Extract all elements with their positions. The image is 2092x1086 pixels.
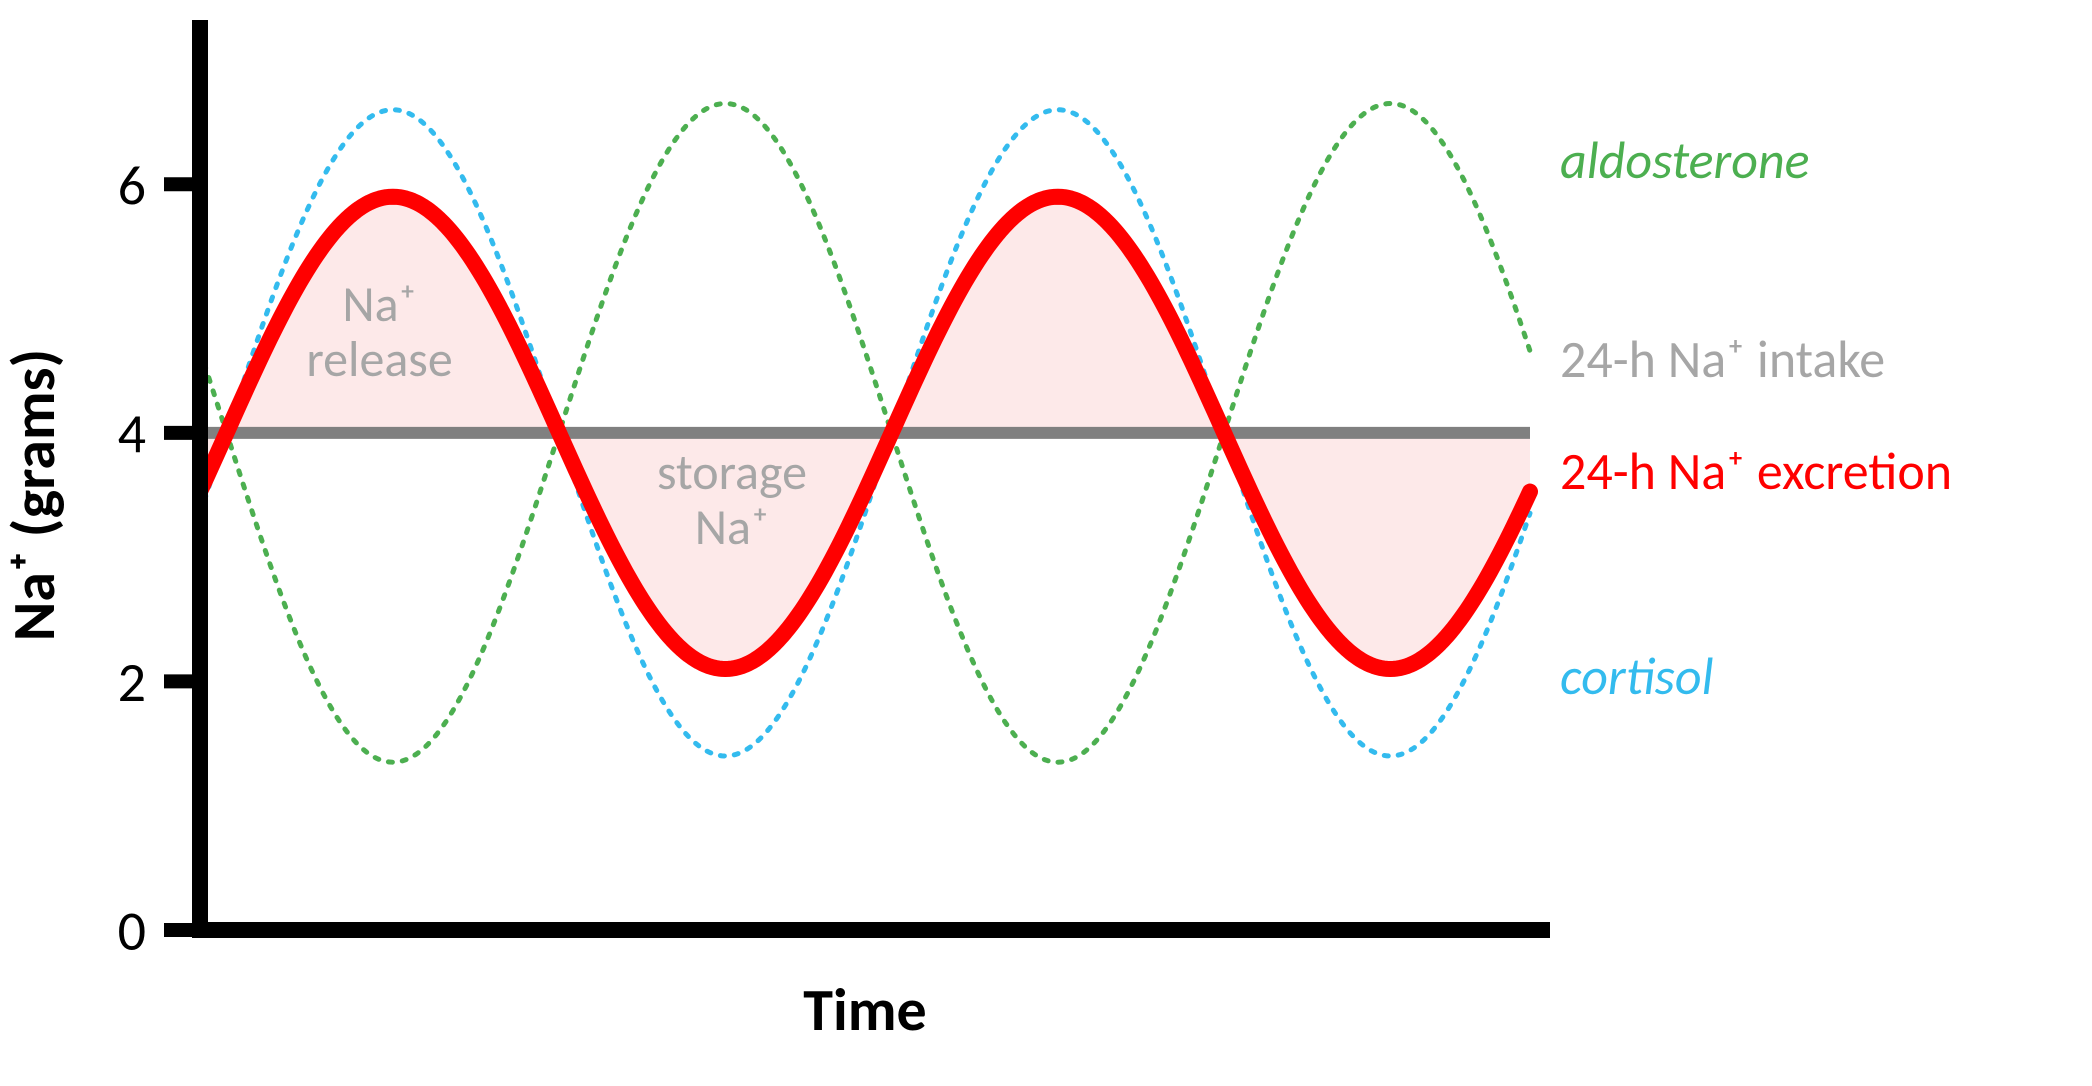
y-axis-tick-labels: 0 2 4 6 xyxy=(118,152,146,966)
legend-aldosterone: aldosterone xyxy=(1560,128,1810,192)
y-tick-label: 4 xyxy=(118,400,146,468)
legend-cortisol: cortisol xyxy=(1560,644,1714,708)
y-tick-label: 2 xyxy=(118,649,146,717)
legend-intake: 24-h Na⁺ intake xyxy=(1560,327,1885,391)
x-axis-label: Time xyxy=(803,974,926,1047)
annotation-storage-line2: Na⁺ xyxy=(695,497,769,558)
y-axis-label: Na⁺ (grams) xyxy=(0,349,71,642)
chart-canvas: 0 2 4 6 Na⁺ (grams) Time Na⁺ release storag… xyxy=(0,0,2092,1086)
y-tick-label: 6 xyxy=(118,152,146,220)
y-tick-label: 0 xyxy=(118,898,146,966)
annotation-release-line1: Na⁺ xyxy=(342,274,416,335)
annotation-release-line2: release xyxy=(306,329,452,390)
chart-svg: 0 2 4 6 Na⁺ (grams) Time Na⁺ release storag… xyxy=(0,0,2092,1086)
legend-excretion: 24-h Na⁺ excretion xyxy=(1560,439,1952,503)
annotation-storage-line1: storage xyxy=(657,442,807,503)
